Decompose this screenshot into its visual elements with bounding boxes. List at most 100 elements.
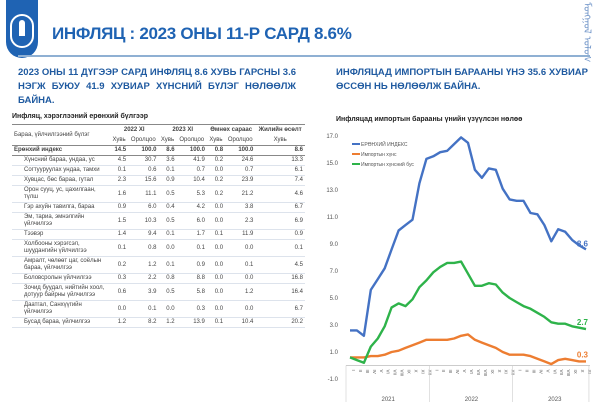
cell: 0.0 bbox=[206, 300, 226, 318]
cell: 1.4 bbox=[110, 229, 129, 240]
cell: 0.0 bbox=[206, 273, 226, 284]
cell: 1.2 bbox=[158, 317, 177, 328]
cell: 8.2 bbox=[128, 317, 159, 328]
cell: 0.1 bbox=[176, 239, 207, 257]
year-label: 2021 bbox=[381, 397, 395, 402]
cell: 0.1 bbox=[110, 165, 129, 176]
table-row: Согтууруулах ундаа, тамхи 0.1 0.6 0.1 0.7 0.0… bbox=[12, 165, 305, 176]
cell: 0.9 bbox=[110, 202, 129, 213]
x-tick-label: II bbox=[358, 370, 363, 373]
subcol-header: Оролцоо bbox=[130, 137, 156, 143]
x-tick-label: I bbox=[518, 370, 523, 371]
cell: 15.6 bbox=[128, 175, 159, 186]
legend-label: Импортын хүнсний бус bbox=[361, 161, 414, 168]
legend-label: ЕРӨНХИЙ ИНДЕКС bbox=[361, 140, 408, 148]
row-label: Ерөнхий индекс bbox=[12, 145, 110, 156]
cell: 8.8 bbox=[176, 273, 207, 284]
cell: 0.1 bbox=[255, 239, 305, 257]
cell: 3.9 bbox=[128, 283, 159, 301]
x-tick-label: II bbox=[525, 370, 530, 373]
import-inflation-chart: 17.015.013.011.09.07.05.03.01.0-1.0I II II… bbox=[326, 134, 592, 402]
cell: 0.8 bbox=[206, 145, 226, 156]
group-header: Өмнөх сараас bbox=[210, 127, 253, 133]
series-line bbox=[350, 333, 586, 366]
cell: 0.1 bbox=[110, 239, 129, 257]
cell: 0.0 bbox=[206, 256, 226, 274]
cell: 0.0 bbox=[206, 212, 226, 230]
table-row: Гэр ахуйн тавилга, бараа 0.9 6.0 0.4 4.2 0.0 3… bbox=[12, 202, 305, 213]
y-tick-label: 11.0 bbox=[327, 215, 339, 221]
cell: 0.2 bbox=[110, 256, 129, 274]
table-row: Холбооны хэрэгсэл, шуудангийн үйлчилгээ 0… bbox=[12, 239, 305, 257]
cell: 4.5 bbox=[110, 155, 129, 166]
x-tick-label: XII bbox=[511, 370, 516, 376]
group-header: 2023 XI bbox=[172, 127, 194, 133]
cell: 0.1 bbox=[206, 229, 226, 240]
cell: 0.4 bbox=[158, 202, 177, 213]
row-label: Согтууруулах ундаа, тамхи bbox=[12, 165, 110, 176]
cell: 0.3 bbox=[176, 300, 207, 318]
cell: 0.0 bbox=[158, 239, 177, 257]
cell: 0.0 bbox=[206, 239, 226, 257]
group-header: 2022 XI bbox=[123, 127, 145, 133]
subcol-header: Хувь bbox=[209, 137, 223, 143]
cell: 0.9 bbox=[255, 229, 305, 240]
x-tick-label: III bbox=[365, 370, 370, 374]
cell: 8.6 bbox=[255, 145, 305, 156]
x-tick-label: VI bbox=[469, 370, 474, 374]
cell: 41.9 bbox=[176, 155, 207, 166]
cell: 5.8 bbox=[176, 283, 207, 301]
cell: 0.0 bbox=[110, 300, 129, 318]
cell: 1.2 bbox=[128, 256, 159, 274]
cell: 0.5 bbox=[158, 185, 177, 203]
x-tick-label: IX bbox=[573, 370, 578, 374]
x-tick-label: VII bbox=[393, 370, 398, 376]
cell: 6.7 bbox=[255, 202, 305, 213]
right-heading: ИНФЛЯЦАД ИМПОРТЫН БАРААНЫ ҮНЭ 35.6 ХУВИА… bbox=[336, 67, 588, 92]
cell: 6.9 bbox=[255, 212, 305, 230]
x-tick-label: VII bbox=[559, 370, 564, 376]
row-label: Бусад бараа, үйлчилгээ bbox=[12, 317, 110, 328]
cell: 0.7 bbox=[225, 165, 256, 176]
cell: 1.2 bbox=[225, 283, 256, 301]
cell: 0.0 bbox=[206, 202, 226, 213]
emblem-logo bbox=[6, 0, 38, 58]
y-tick-label: 3.0 bbox=[330, 323, 339, 329]
y-tick-label: 9.0 bbox=[330, 242, 339, 248]
cell: 20.2 bbox=[255, 317, 305, 328]
x-tick-label: IV bbox=[455, 370, 460, 374]
table-row: Хувцас, бөс бараа, гутал 2.3 15.6 0.9 10.4 0.… bbox=[12, 175, 305, 186]
table-row: Орон сууц, ус, цахилгаан, түлш 1.6 11.1 0.5… bbox=[12, 185, 305, 203]
cell: 13.9 bbox=[176, 317, 207, 328]
cell: 10.4 bbox=[225, 317, 256, 328]
cell: 11.1 bbox=[128, 185, 159, 203]
cell: 0.1 bbox=[158, 165, 177, 176]
table-row: Тээвэр 1.4 9.4 0.1 1.7 0.1 11.9 0.9 bbox=[12, 229, 305, 240]
y-tick-label: 7.0 bbox=[330, 269, 339, 275]
cell: 9.4 bbox=[128, 229, 159, 240]
left-heading: 2023 ОНЫ 11 ДҮГЭЭР САРД ИНФЛЯЦ 8.6 ХУВЬ … bbox=[18, 67, 296, 106]
cell: 0.6 bbox=[128, 165, 159, 176]
x-tick-label: IX bbox=[407, 370, 412, 374]
cell: 0.7 bbox=[176, 165, 207, 176]
year-label: 2022 bbox=[465, 397, 479, 402]
y-tick-label: 15.0 bbox=[326, 161, 338, 167]
row-label: Зочид буудал, нийтийн хоол, дотуур байрн… bbox=[12, 283, 110, 301]
cell: 0.9 bbox=[158, 175, 177, 186]
cell: 10.3 bbox=[128, 212, 159, 230]
cell: 16.8 bbox=[255, 273, 305, 284]
row-label: Гэр ахуйн тавилга, бараа bbox=[12, 202, 110, 213]
end-value-label: 0.3 bbox=[577, 350, 589, 359]
cell: 7.4 bbox=[255, 175, 305, 186]
x-tick-label: IV bbox=[538, 370, 543, 374]
cell: 4.5 bbox=[255, 256, 305, 274]
cell: 23.9 bbox=[225, 175, 256, 186]
x-tick-label: X bbox=[413, 370, 418, 373]
cell: 2.3 bbox=[110, 175, 129, 186]
row-label: Орон сууц, ус, цахилгаан, түлш bbox=[12, 185, 110, 203]
header-divider bbox=[18, 55, 590, 57]
cell: 0.1 bbox=[158, 256, 177, 274]
cell: 5.3 bbox=[176, 185, 207, 203]
cell: 1.6 bbox=[110, 185, 129, 203]
cell: 3.6 bbox=[158, 155, 177, 166]
